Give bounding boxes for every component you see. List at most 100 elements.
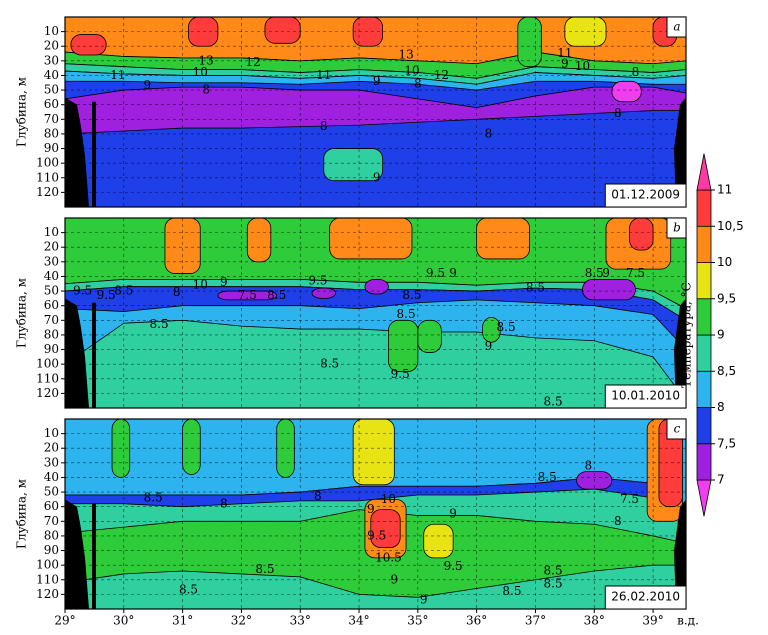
contour-label: 8.5	[585, 266, 604, 280]
contour-label: 8	[202, 83, 210, 97]
seabed-left-2	[92, 302, 96, 408]
seabed-right	[674, 97, 686, 207]
y-axis-label: Глубина, м	[15, 77, 29, 147]
contour-label: 9	[390, 572, 398, 586]
panel: 9.5 9.58.5 810 97.5 8.59.59.5 98.58.58.58.598…	[65, 218, 686, 409]
contour-label: 9	[449, 266, 457, 280]
contour-label: 9.5	[444, 559, 463, 573]
contour-label: 7.5	[238, 288, 257, 302]
temperature-patch	[417, 319, 442, 353]
colorbar-segment	[696, 153, 712, 191]
temperature-patch	[423, 523, 454, 559]
contour-label: 10	[381, 492, 396, 506]
x-tick-label: 36°	[466, 614, 487, 628]
y-tick-label: 20	[44, 240, 59, 254]
contour-label: 8.5	[144, 490, 163, 504]
y-tick-label: 100	[36, 357, 59, 371]
temperature-patch	[658, 419, 683, 508]
contour-label: 10	[193, 278, 208, 292]
contour-label: 8	[320, 119, 328, 133]
contour-label: 8	[220, 496, 228, 510]
seabed-left	[65, 97, 89, 207]
contour-label: 8.5	[255, 562, 274, 576]
y-tick-label: 20	[44, 441, 59, 455]
y-tick-label: 40	[44, 68, 59, 82]
colorbar-tick-label: 8	[717, 400, 725, 414]
contour-label: 8.5	[538, 470, 557, 484]
contour-label: 7.5	[626, 266, 645, 280]
contour-label: 13	[198, 53, 213, 67]
contour-label: 10	[575, 59, 590, 73]
colorbar-tick-label: 10	[717, 255, 732, 269]
contour-label: 9.5	[426, 266, 445, 280]
contour-label: 10	[404, 64, 419, 78]
contour-label: 10.5	[375, 550, 402, 564]
temperature-patch	[517, 17, 542, 68]
temperature-band	[65, 319, 686, 408]
contour-label: 9.5	[308, 273, 327, 287]
y-tick-label: 50	[44, 485, 59, 499]
date-box	[604, 183, 687, 208]
x-tick-label: 33°	[290, 614, 311, 628]
contour-label: 9	[602, 266, 610, 280]
contour-label: 9	[144, 78, 152, 92]
contour-label: 12	[434, 68, 449, 82]
x-tick-label: 32°	[231, 614, 252, 628]
contour-label: 8.5	[502, 584, 521, 598]
contour-label: 9	[220, 275, 228, 289]
y-tick-label: 20	[44, 39, 59, 53]
temperature-patch	[182, 419, 201, 475]
contour-label: 8.5	[544, 564, 563, 578]
contour-label: 8	[314, 489, 322, 503]
contour-label: 13	[398, 48, 413, 62]
contour-label: 8.5	[397, 307, 416, 321]
contour-label: 9	[373, 74, 381, 88]
temperature-patch	[476, 218, 530, 260]
y-tick-label: 60	[44, 298, 59, 312]
contour-label: 8.5	[544, 395, 563, 409]
contour-label: 8.5	[267, 288, 286, 302]
y-tick-label: 110	[36, 170, 59, 184]
y-axis-label: Глубина, м	[15, 479, 29, 549]
colorbar-tick-label: 7	[717, 473, 725, 487]
x-tick-label: 34°	[348, 614, 369, 628]
y-axis-label: Глубина, м	[15, 278, 29, 348]
panel-date: 01.12.2009	[611, 188, 680, 202]
y-tick-label: 60	[44, 97, 59, 111]
colorbar-segment	[696, 407, 712, 445]
contour-label: 12	[246, 55, 261, 69]
contour-label: 11	[557, 46, 572, 60]
contour-label: 8	[414, 77, 422, 91]
contour-label: 9.5	[97, 288, 116, 302]
y-tick-label: 120	[36, 386, 59, 400]
colorbar-tick-label: 9	[717, 328, 725, 342]
panel-frame	[64, 418, 687, 610]
contour-label: 8.5	[402, 288, 421, 302]
temperature-patch	[611, 80, 642, 103]
panel-letter: b	[673, 221, 681, 235]
panel-letter: c	[674, 422, 681, 436]
contour-label: 8	[614, 106, 622, 120]
y-tick-label: 60	[44, 499, 59, 513]
y-tick-label: 70	[44, 313, 59, 327]
contour-label: 8.5	[150, 317, 169, 331]
seabed-right	[674, 499, 686, 609]
contour-label: 11	[110, 68, 125, 82]
colorbar-tick-label: 8,5	[717, 364, 736, 378]
panel-frame	[64, 16, 687, 208]
letter-box	[666, 217, 687, 239]
y-tick-label: 10	[44, 225, 59, 239]
colorbar-tick-label: 11	[717, 183, 732, 197]
y-tick-label: 10	[44, 426, 59, 440]
colorbar-tick-label: 7,5	[717, 436, 736, 450]
x-tick-label: 35°	[407, 614, 428, 628]
y-tick-label: 120	[36, 185, 59, 199]
y-tick-label: 70	[44, 112, 59, 126]
y-tick-label: 50	[44, 83, 59, 97]
contour-label: 8	[614, 514, 622, 528]
panel-date: 26.02.2010	[611, 590, 680, 604]
temperature-patch	[370, 509, 401, 549]
